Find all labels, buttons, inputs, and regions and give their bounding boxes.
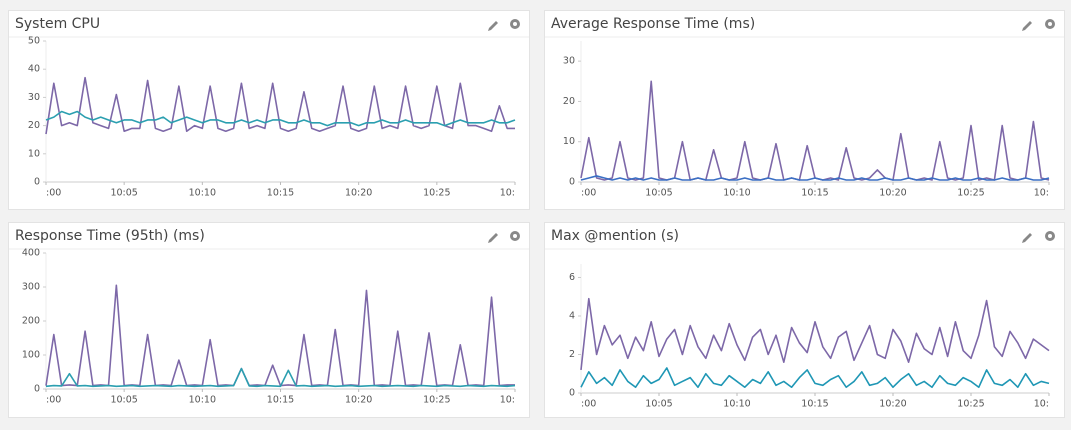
y-tick-label: 6 (569, 272, 575, 283)
x-tick-label: 10:05 (645, 399, 672, 410)
x-tick-label: 10: (1034, 188, 1049, 199)
x-tick-label: :00 (581, 188, 596, 199)
y-tick-label: 30 (28, 92, 40, 103)
x-tick-label: :00 (581, 399, 596, 410)
panel: Response Time (95th) (ms) 0 100 200 300 400:… (8, 222, 530, 418)
x-tick-label: 10: (500, 188, 515, 199)
y-tick-label: 20 (28, 120, 40, 131)
x-tick-label: 10:05 (110, 188, 137, 199)
x-tick-label: 10:20 (879, 188, 906, 199)
x-tick-label: 10:25 (423, 188, 450, 199)
series-line (580, 175, 1050, 181)
settings-icon[interactable] (1045, 19, 1055, 29)
x-tick-label: 10: (500, 395, 515, 406)
y-tick-label: 400 (22, 248, 40, 259)
series-line (45, 110, 516, 127)
y-tick-label: 10 (563, 136, 575, 147)
y-tick-label: 10 (28, 148, 40, 159)
panel-title: Response Time (95th) (ms) (15, 228, 205, 244)
y-tick-label: 30 (563, 56, 575, 67)
y-tick-label: 100 (22, 350, 40, 361)
settings-icon[interactable] (1045, 231, 1055, 241)
y-tick-label: 0 (569, 177, 575, 188)
x-tick-label: :00 (46, 188, 61, 199)
panel: Max @mention (s) 0 2 4 6 :00 10:05 10:10 10:15 1… (544, 222, 1065, 418)
y-tick-label: 50 (28, 36, 40, 47)
x-tick-label: 10:25 (423, 395, 450, 406)
y-tick-label: 200 (22, 316, 40, 327)
y-tick-label: 0 (569, 388, 575, 399)
x-tick-label: :00 (46, 395, 61, 406)
y-tick-label: 0 (34, 384, 40, 395)
x-tick-label: 10:10 (189, 188, 216, 199)
series-line (45, 284, 515, 387)
panel: System CPU 0 10 20 30 40 50 :00 10:05 10:10 10:15… (8, 10, 530, 210)
panel: Average Response Time (ms) 0 10 20 30 :00 10:… (544, 10, 1065, 210)
y-tick-label: 0 (34, 177, 40, 188)
edit-icon[interactable] (488, 233, 498, 243)
panel-title: Max @mention (s) (551, 228, 679, 244)
x-tick-label: 10:20 (879, 399, 906, 410)
series-line (45, 367, 516, 388)
settings-icon[interactable] (510, 231, 520, 241)
edit-icon[interactable] (488, 21, 498, 31)
y-tick-label: 20 (563, 96, 575, 107)
x-tick-label: 10:20 (345, 188, 372, 199)
y-tick-label: 4 (569, 310, 575, 321)
edit-icon[interactable] (1022, 233, 1032, 243)
x-tick-label: 10:15 (267, 395, 294, 406)
panel-title: Average Response Time (ms) (551, 16, 755, 32)
y-tick-label: 300 (22, 282, 40, 293)
x-tick-label: 10:20 (345, 395, 372, 406)
series-line (580, 367, 1050, 389)
settings-icon[interactable] (510, 19, 520, 29)
x-tick-label: 10:25 (957, 188, 984, 199)
edit-icon[interactable] (1022, 21, 1032, 31)
y-tick-label: 2 (569, 349, 575, 360)
x-tick-label: 10:10 (723, 399, 750, 410)
x-tick-label: 10:15 (801, 399, 828, 410)
x-tick-label: 10: (1034, 399, 1049, 410)
x-tick-label: 10:05 (110, 395, 137, 406)
x-tick-label: 10:25 (957, 399, 984, 410)
x-tick-label: 10:05 (645, 188, 672, 199)
panel-title: System CPU (15, 16, 100, 32)
x-tick-label: 10:15 (801, 188, 828, 199)
x-tick-label: 10:10 (723, 188, 750, 199)
x-tick-label: 10:15 (267, 188, 294, 199)
x-tick-label: 10:10 (189, 395, 216, 406)
series-line (580, 297, 1050, 370)
y-tick-label: 40 (28, 64, 40, 75)
series-line (45, 76, 515, 135)
series-line (580, 80, 1050, 181)
